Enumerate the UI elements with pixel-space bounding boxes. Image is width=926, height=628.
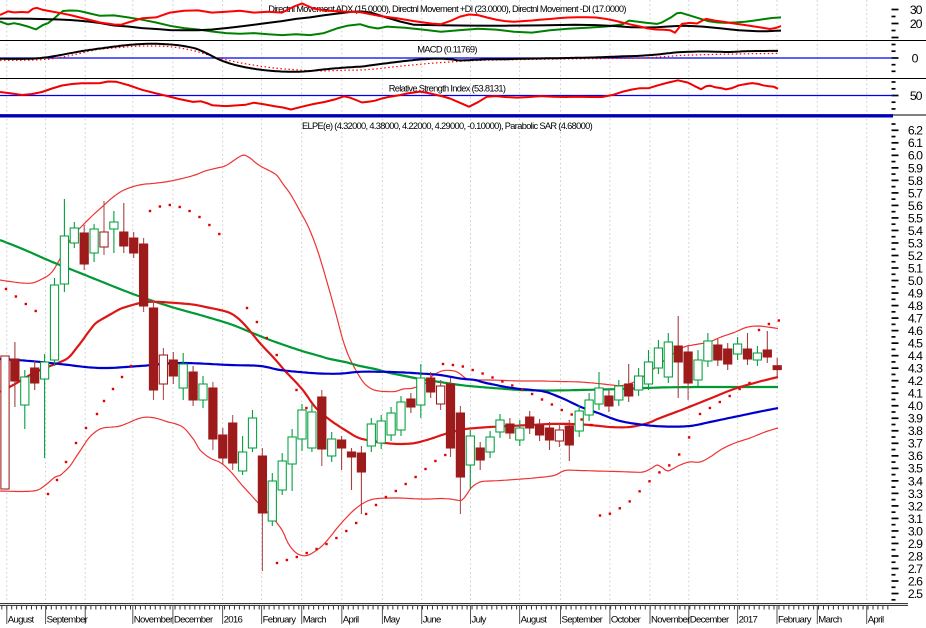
svg-text:MACD (0.11769): MACD (0.11769) — [417, 45, 477, 55]
svg-text:5.3: 5.3 — [908, 236, 923, 250]
svg-text:5.6: 5.6 — [908, 199, 923, 213]
svg-text:September: September — [562, 615, 604, 626]
svg-text:5.0: 5.0 — [908, 274, 923, 288]
svg-text:2017: 2017 — [739, 615, 758, 626]
svg-text:May: May — [383, 615, 400, 626]
svg-text:4.6: 4.6 — [908, 324, 923, 338]
svg-text:June: June — [423, 615, 441, 626]
svg-text:4.0: 4.0 — [908, 399, 923, 413]
svg-text:November: November — [134, 615, 174, 626]
svg-text:3.5: 3.5 — [908, 462, 923, 476]
svg-text:4.2: 4.2 — [908, 374, 923, 388]
svg-text:4.5: 4.5 — [908, 337, 923, 351]
svg-text:Relative Strength Index (53.81: Relative Strength Index (53.8131) — [389, 84, 506, 94]
svg-text:5.7: 5.7 — [908, 186, 923, 200]
svg-text:6.0: 6.0 — [908, 149, 923, 163]
svg-text:4.4: 4.4 — [908, 349, 923, 363]
svg-text:50: 50 — [910, 89, 923, 103]
svg-text:October: October — [611, 615, 642, 626]
svg-text:5.8: 5.8 — [908, 174, 923, 188]
svg-text:August: August — [521, 615, 548, 626]
svg-text:3.3: 3.3 — [908, 487, 923, 501]
svg-text:December: December — [690, 615, 730, 626]
svg-text:3.0: 3.0 — [908, 524, 923, 538]
svg-text:September: September — [47, 615, 89, 626]
svg-text:August: August — [8, 615, 35, 626]
svg-text:6.2: 6.2 — [908, 124, 923, 138]
svg-text:February: February — [263, 615, 297, 626]
svg-text:3.7: 3.7 — [908, 437, 923, 451]
svg-text:March: March — [818, 615, 842, 626]
svg-text:2.7: 2.7 — [908, 562, 923, 576]
svg-text:5.4: 5.4 — [908, 224, 923, 238]
svg-text:3.8: 3.8 — [908, 424, 923, 438]
svg-text:5.5: 5.5 — [908, 211, 923, 225]
svg-text:February: February — [778, 615, 812, 626]
svg-text:2.6: 2.6 — [908, 574, 923, 588]
svg-text:5.1: 5.1 — [908, 261, 923, 275]
svg-text:March: March — [303, 615, 327, 626]
svg-text:3.6: 3.6 — [908, 449, 923, 463]
svg-text:2.5: 2.5 — [908, 587, 923, 601]
svg-text:3.1: 3.1 — [908, 512, 923, 526]
svg-text:July: July — [472, 615, 487, 626]
svg-text:4.8: 4.8 — [908, 299, 923, 313]
svg-text:4.1: 4.1 — [908, 387, 923, 401]
svg-text:0: 0 — [912, 52, 919, 66]
svg-text:April: April — [868, 615, 884, 626]
svg-text:Directnl Movement ADX (15.0000: Directnl Movement ADX (15.0000), Directn… — [268, 4, 626, 14]
svg-text:20: 20 — [910, 17, 923, 31]
svg-text:December: December — [174, 615, 214, 626]
svg-text:3.9: 3.9 — [908, 412, 923, 426]
svg-text:5.2: 5.2 — [908, 249, 923, 263]
svg-text:30: 30 — [910, 3, 923, 17]
svg-text:5.9: 5.9 — [908, 161, 923, 175]
svg-text:2.8: 2.8 — [908, 549, 923, 563]
svg-text:6.1: 6.1 — [908, 136, 923, 150]
svg-text:3.4: 3.4 — [908, 474, 923, 488]
svg-text:2.9: 2.9 — [908, 537, 923, 551]
svg-text:2016: 2016 — [224, 615, 243, 626]
svg-text:April: April — [343, 615, 359, 626]
svg-text:November: November — [651, 615, 691, 626]
svg-text:4.9: 4.9 — [908, 286, 923, 300]
svg-text:4.7: 4.7 — [908, 312, 923, 326]
svg-text:4.3: 4.3 — [908, 362, 923, 376]
svg-text:ELPE(e) (4.32000, 4.38000, 4.2: ELPE(e) (4.32000, 4.38000, 4.22000, 4.29… — [302, 121, 593, 131]
svg-text:3.2: 3.2 — [908, 499, 923, 513]
